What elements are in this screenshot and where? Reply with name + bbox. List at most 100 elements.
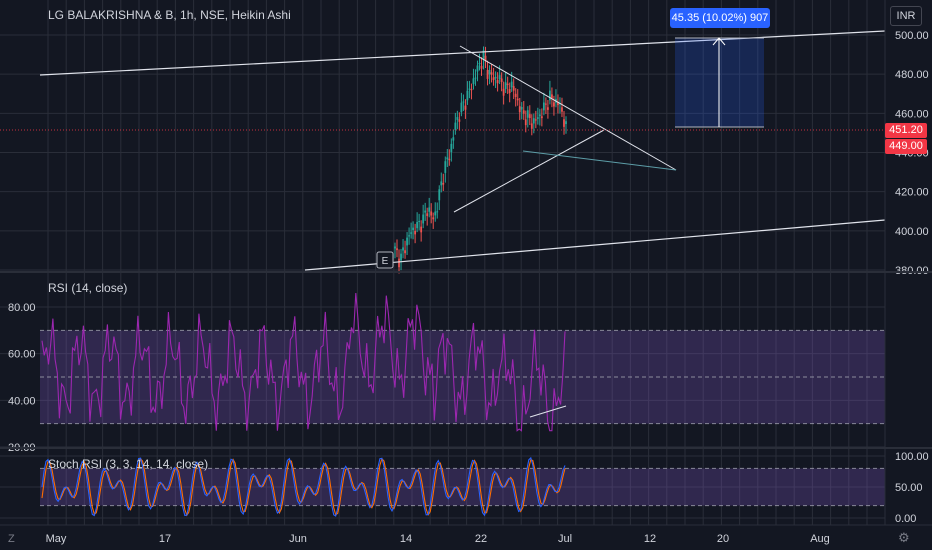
x-tick-3: 14	[400, 533, 412, 545]
main-y-tick-4: 460.00	[895, 108, 929, 120]
x-tick-1: 17	[159, 533, 171, 545]
main-y-tick-1: 400.00	[895, 226, 929, 238]
candle-body-49	[492, 77, 495, 81]
candle-body-43	[480, 65, 483, 69]
candle-body-32	[458, 119, 461, 122]
candlestick-series	[394, 46, 567, 274]
candle-body-26	[446, 157, 449, 160]
candle-body-81	[557, 102, 559, 106]
rsi-title: RSI (14, close)	[48, 281, 128, 295]
grid-lines	[0, 0, 885, 525]
candle-body-21	[436, 211, 439, 213]
x-tick-5: Jul	[558, 533, 572, 545]
candle-body-25	[444, 161, 447, 173]
candle-body-6	[406, 237, 408, 246]
candle-body-45	[484, 55, 487, 62]
candle-body-36	[466, 90, 469, 101]
candle-body-11	[416, 221, 419, 229]
candle-body-33	[460, 102, 463, 113]
candle-body-18	[430, 211, 433, 216]
candle-body-35	[464, 105, 467, 110]
candle-body-72	[538, 114, 541, 116]
candle-body-28	[450, 143, 453, 153]
candle-body-76	[546, 107, 549, 110]
candle-body-38	[470, 89, 473, 91]
candle-body-19	[432, 217, 435, 220]
candle-body-78	[551, 94, 553, 99]
candle-body-71	[536, 117, 539, 119]
measure-arrow-head	[712, 37, 726, 46]
candle-body-67	[528, 114, 531, 119]
x-tick-4: 22	[475, 533, 487, 545]
last-price-tag: 451.20	[885, 123, 927, 138]
main-y-tick-6: 500.00	[895, 30, 929, 42]
support-line	[522, 150, 677, 171]
rsi-series-line	[41, 292, 566, 432]
triangle-lower-line	[453, 129, 605, 213]
candle-body-69	[532, 118, 535, 124]
x-tick-8: Aug	[810, 533, 830, 545]
axes: 380.00400.00420.00440.00460.00480.00500.…	[8, 30, 929, 545]
candle-body-10	[414, 231, 417, 235]
candle-body-5	[404, 250, 406, 254]
candle-body-16	[426, 213, 429, 217]
candle-body-15	[424, 210, 427, 213]
candle-body-3	[400, 253, 402, 261]
candle-body-9	[412, 227, 415, 231]
candle-body-37	[468, 88, 471, 90]
stoch-y-tick-0: 0.00	[895, 513, 916, 525]
close-price-tag: 449.00	[885, 139, 927, 154]
rsi-y-tick-3: 80.00	[8, 302, 36, 314]
timezone-icon[interactable]: Z	[8, 533, 15, 545]
candle-body-84	[563, 119, 565, 127]
candle-body-62	[518, 106, 521, 113]
candle-body-13	[420, 226, 423, 233]
stoch-d-line	[41, 457, 566, 517]
candle-body-23	[440, 181, 443, 186]
stoch-y-tick-2: 100.00	[895, 451, 929, 463]
gear-icon[interactable]: ⚙	[898, 530, 910, 545]
candle-body-20	[434, 211, 437, 216]
rsi-divergence-line	[529, 405, 567, 418]
candle-body-51	[496, 80, 499, 84]
candle-body-44	[482, 50, 485, 60]
main-y-tick-5: 480.00	[895, 69, 929, 81]
candle-body-12	[418, 220, 421, 222]
candle-body-22	[438, 189, 441, 201]
stoch-rsi-title: Stoch RSI (3, 3, 14, 14, close)	[48, 457, 209, 471]
candle-body-1	[396, 248, 398, 251]
earnings-marker-box	[376, 251, 394, 269]
candle-body-52	[498, 75, 501, 80]
main-y-tick-2: 420.00	[895, 187, 929, 199]
candle-body-14	[422, 214, 425, 224]
candle-body-73	[540, 116, 543, 119]
x-tick-0: May	[46, 533, 67, 545]
candle-body-4	[402, 247, 404, 251]
candle-body-39	[472, 78, 475, 85]
chart-title: LG BALAKRISHNA & B, 1h, NSE, Heikin Ashi	[48, 8, 291, 22]
pane-separators	[0, 0, 932, 526]
stoch-rsi-lines	[41, 456, 566, 517]
candle-body-63	[520, 106, 523, 110]
candle-body-60	[514, 93, 517, 97]
candle-body-54	[502, 88, 505, 96]
x-tick-7: 20	[717, 533, 729, 545]
currency-button[interactable]: INR	[890, 6, 922, 26]
candle-body-61	[516, 98, 519, 101]
candle-body-70	[534, 119, 537, 121]
candle-body-74	[542, 102, 545, 111]
candle-body-48	[490, 72, 493, 75]
candle-body-30	[454, 122, 457, 130]
candle-body-53	[500, 78, 503, 82]
measure-label: 45.35 (10.02%) 907	[670, 8, 770, 28]
rsi-y-tick-2: 60.00	[8, 349, 36, 361]
candle-body-34	[462, 101, 465, 103]
rsi-y-tick-1: 40.00	[8, 395, 36, 407]
stoch-y-tick-1: 50.00	[895, 482, 923, 494]
trendline-drawings: E	[0, 30, 886, 271]
candle-body-59	[512, 86, 515, 91]
candle-body-40	[474, 77, 477, 79]
candle-body-24	[442, 183, 445, 185]
candle-body-57	[508, 89, 511, 94]
